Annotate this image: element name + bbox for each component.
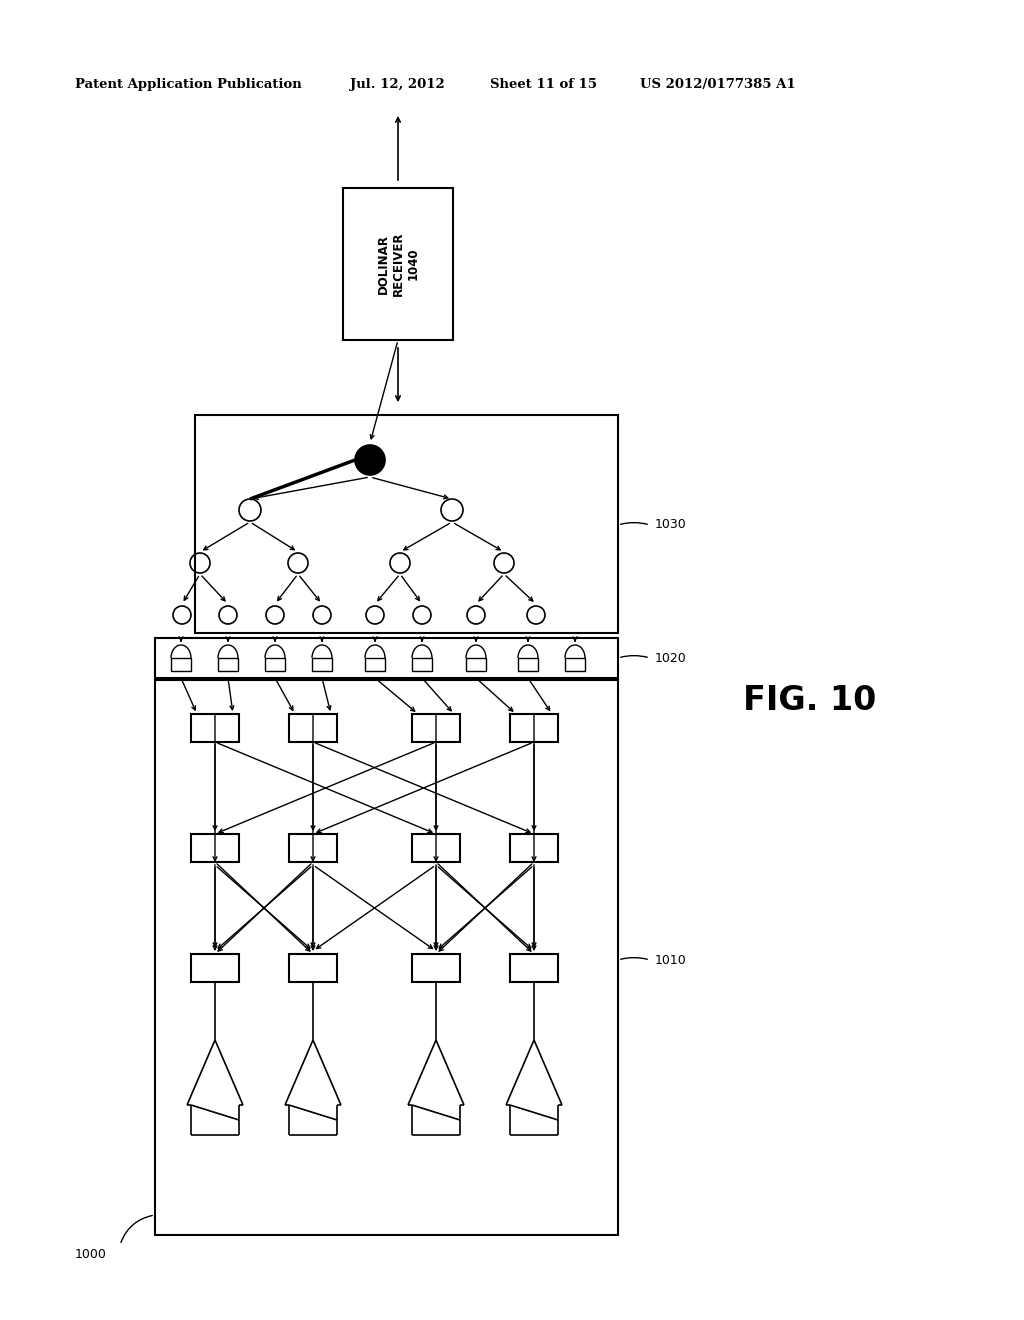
Text: 1000: 1000 [75, 1249, 106, 1262]
Bar [312, 657, 332, 671]
Bar [195, 414, 618, 634]
Text: 1030: 1030 [655, 519, 687, 532]
Bar [510, 954, 558, 982]
Text: 1020: 1020 [655, 652, 687, 664]
Bar [289, 834, 337, 862]
Bar [218, 657, 238, 671]
Text: DOLINAR
RECEIVER
1040: DOLINAR RECEIVER 1040 [377, 232, 420, 296]
Bar [289, 954, 337, 982]
Bar [365, 657, 385, 671]
Text: FIG. 10: FIG. 10 [743, 684, 877, 717]
Bar [412, 834, 460, 862]
Bar [191, 714, 239, 742]
Text: Jul. 12, 2012: Jul. 12, 2012 [350, 78, 444, 91]
Bar [412, 657, 432, 671]
Bar [412, 714, 460, 742]
Text: Patent Application Publication: Patent Application Publication [75, 78, 302, 91]
Bar [565, 657, 585, 671]
Bar [191, 834, 239, 862]
Bar [510, 714, 558, 742]
Text: 1010: 1010 [655, 953, 687, 966]
Bar [155, 638, 618, 678]
Text: US 2012/0177385 A1: US 2012/0177385 A1 [640, 78, 796, 91]
Bar [265, 657, 285, 671]
Bar [191, 954, 239, 982]
Bar [343, 187, 453, 341]
Bar [518, 657, 538, 671]
Text: Sheet 11 of 15: Sheet 11 of 15 [490, 78, 597, 91]
Bar [412, 954, 460, 982]
Bar [155, 680, 618, 1236]
Circle shape [355, 445, 385, 475]
Bar [466, 657, 486, 671]
Bar [510, 834, 558, 862]
Bar [289, 714, 337, 742]
Bar [171, 657, 191, 671]
